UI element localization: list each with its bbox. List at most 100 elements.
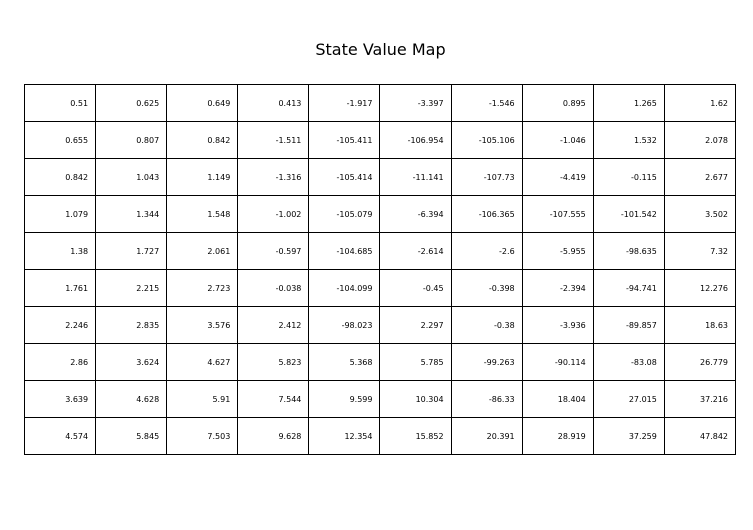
- table-cell: 1.149: [166, 158, 239, 196]
- table-cell: 27.015: [592, 380, 665, 418]
- table-cell: -104.685: [308, 232, 381, 270]
- table-cell: 20.391: [450, 417, 523, 455]
- table-cell: 5.823: [237, 343, 310, 381]
- state-value-table: 0.51 0.625 0.649 0.413 -1.917 -3.397 -1.546 0.8…: [23, 84, 737, 455]
- table-cell: 3.624: [95, 343, 168, 381]
- table-cell: -2.6: [450, 232, 523, 270]
- table-cell: 4.574: [23, 417, 97, 455]
- table-cell: -0.115: [592, 158, 665, 196]
- table-cell: 0.842: [23, 158, 97, 196]
- table-cell: 2.412: [237, 306, 310, 344]
- table-cell: 37.259: [592, 417, 665, 455]
- table-cell: 0.842: [166, 121, 239, 159]
- table-cell: 15.852: [379, 417, 452, 455]
- table-cell: 2.297: [379, 306, 452, 344]
- table-row: 2.86 3.624 4.627 5.823 5.368 5.785 -99.263 -90.…: [23, 343, 737, 381]
- table-cell: 0.51: [23, 84, 97, 122]
- table-row: 0.842 1.043 1.149 -1.316 -105.414 -11.141 -107…: [23, 158, 737, 196]
- table-cell: -98.023: [308, 306, 381, 344]
- table-cell: 3.502: [663, 195, 737, 233]
- table-cell: -98.635: [592, 232, 665, 270]
- table-cell: 2.723: [166, 269, 239, 307]
- table-row: 3.639 4.628 5.91 7.544 9.599 10.304 -86.33 18.4…: [23, 380, 737, 418]
- table-cell: 5.785: [379, 343, 452, 381]
- table-cell: -0.45: [379, 269, 452, 307]
- table-cell: -105.411: [308, 121, 381, 159]
- table-row: 1.761 2.215 2.723 -0.038 -104.099 -0.45 -0.398…: [23, 269, 737, 307]
- table-cell: -104.099: [308, 269, 381, 307]
- table-cell: -83.08: [592, 343, 665, 381]
- table-cell: 2.061: [166, 232, 239, 270]
- table-cell: -4.419: [521, 158, 594, 196]
- table-cell: 1.344: [95, 195, 168, 233]
- table-cell: 5.91: [166, 380, 239, 418]
- table-row: 0.655 0.807 0.842 -1.511 -105.411 -106.954 -10…: [23, 121, 737, 159]
- table-cell: -1.546: [450, 84, 523, 122]
- table-cell: 7.32: [663, 232, 737, 270]
- table-cell: 0.413: [237, 84, 310, 122]
- table-row: 1.38 1.727 2.061 -0.597 -104.685 -2.614 -2.6 -5…: [23, 232, 737, 270]
- table-cell: -1.002: [237, 195, 310, 233]
- table-cell: 0.807: [95, 121, 168, 159]
- table-cell: 7.503: [166, 417, 239, 455]
- table-cell: 7.544: [237, 380, 310, 418]
- table-cell: 2.078: [663, 121, 737, 159]
- table-cell: 18.404: [521, 380, 594, 418]
- table-cell: 0.625: [95, 84, 168, 122]
- table-cell: 5.368: [308, 343, 381, 381]
- table-row: 1.079 1.344 1.548 -1.002 -105.079 -6.394 -106.…: [23, 195, 737, 233]
- table-cell: -99.263: [450, 343, 523, 381]
- table-cell: 1.761: [23, 269, 97, 307]
- table-cell: -1.917: [308, 84, 381, 122]
- table-cell: -0.398: [450, 269, 523, 307]
- table-cell: 3.639: [23, 380, 97, 418]
- table-cell: -2.394: [521, 269, 594, 307]
- table-cell: 47.842: [663, 417, 737, 455]
- table-cell: -94.741: [592, 269, 665, 307]
- table-cell: 9.628: [237, 417, 310, 455]
- table-cell: 2.246: [23, 306, 97, 344]
- table-cell: 2.835: [95, 306, 168, 344]
- table-cell: 0.649: [166, 84, 239, 122]
- table-cell: 12.276: [663, 269, 737, 307]
- table-cell: 1.532: [592, 121, 665, 159]
- table-cell: -105.079: [308, 195, 381, 233]
- table-cell: 1.043: [95, 158, 168, 196]
- table-cell: 4.628: [95, 380, 168, 418]
- table-cell: 18.63: [663, 306, 737, 344]
- table-cell: -105.414: [308, 158, 381, 196]
- table-cell: -1.046: [521, 121, 594, 159]
- table-cell: 2.677: [663, 158, 737, 196]
- table-cell: 12.354: [308, 417, 381, 455]
- table-cell: 28.919: [521, 417, 594, 455]
- table-cell: 10.304: [379, 380, 452, 418]
- table-cell: -107.555: [521, 195, 594, 233]
- table-cell: 0.895: [521, 84, 594, 122]
- chart-title: State Value Map: [315, 40, 446, 59]
- table-cell: 1.548: [166, 195, 239, 233]
- table-cell: 1.38: [23, 232, 97, 270]
- table-cell: -106.365: [450, 195, 523, 233]
- table-cell: -11.141: [379, 158, 452, 196]
- table-cell: -0.597: [237, 232, 310, 270]
- table-cell: -1.511: [237, 121, 310, 159]
- table-cell: 3.576: [166, 306, 239, 344]
- table-cell: 1.727: [95, 232, 168, 270]
- table-cell: 2.215: [95, 269, 168, 307]
- table-row: 2.246 2.835 3.576 2.412 -98.023 2.297 -0.38 -3.…: [23, 306, 737, 344]
- table-cell: -106.954: [379, 121, 452, 159]
- table-cell: -107.73: [450, 158, 523, 196]
- table-cell: -1.316: [237, 158, 310, 196]
- table-cell: 2.86: [23, 343, 97, 381]
- table-cell: 0.655: [23, 121, 97, 159]
- table-cell: -5.955: [521, 232, 594, 270]
- table-cell: -3.397: [379, 84, 452, 122]
- table-cell: 1.265: [592, 84, 665, 122]
- table-cell: 1.62: [663, 84, 737, 122]
- table-cell: 1.079: [23, 195, 97, 233]
- table-cell: 9.599: [308, 380, 381, 418]
- table-cell: -6.394: [379, 195, 452, 233]
- table-cell: -3.936: [521, 306, 594, 344]
- table-cell: -105.106: [450, 121, 523, 159]
